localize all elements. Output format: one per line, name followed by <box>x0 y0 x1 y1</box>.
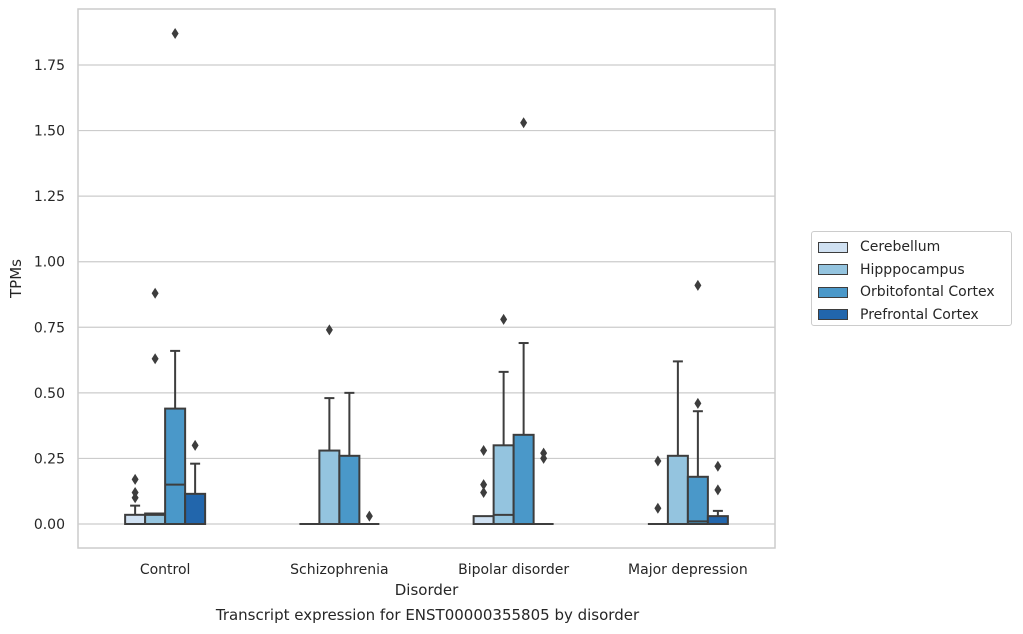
legend-item-prefrontal: Prefrontal Cortex <box>818 304 1011 327</box>
outlier-point <box>151 353 159 365</box>
outlier-point <box>131 473 139 485</box>
x-tick-label: Major depression <box>628 562 748 578</box>
outlier-point <box>325 324 333 336</box>
outlier-point <box>500 313 508 325</box>
outlier-point <box>540 452 548 464</box>
y-tick-label: 0.00 <box>34 517 65 533</box>
legend-swatch <box>818 264 848 276</box>
legend-item-cerebellum: Cerebellum <box>818 236 1011 259</box>
outlier-point <box>714 484 722 496</box>
box-orbitofontal-cortex <box>686 475 709 526</box>
box-prefrontal-cortex <box>706 515 729 525</box>
y-tick-label: 0.75 <box>34 320 65 336</box>
x-tick-label: Bipolar disorder <box>458 562 569 578</box>
legend-label: Cerebellum <box>860 239 941 256</box>
legend-label: Prefrontal Cortex <box>860 306 979 323</box>
outlier-point <box>520 117 528 129</box>
box-hipppocampus <box>318 449 341 525</box>
outlier-point <box>694 279 702 291</box>
box-hipppocampus <box>666 454 689 526</box>
x-tick-label: Control <box>140 562 191 578</box>
y-tick-label: 1.50 <box>34 124 65 140</box>
box-orbitofontal-cortex <box>512 433 535 525</box>
x-axis-label: Disorder <box>395 581 459 599</box>
outlier-point <box>694 397 702 409</box>
legend-swatch <box>818 286 848 298</box>
outlier-point <box>480 487 488 499</box>
y-axis-label: TPMs <box>7 259 25 299</box>
figure-caption: Transcript expression for ENST0000035580… <box>215 606 640 624</box>
box-prefrontal-cortex <box>184 492 207 525</box>
outlier-point <box>654 502 662 514</box>
outlier-point <box>131 492 139 504</box>
outlier-point <box>714 460 722 472</box>
box-orbitofontal-cortex <box>164 407 187 526</box>
legend-swatch <box>818 309 848 321</box>
x-tick-label: Schizophrenia <box>290 562 388 578</box>
y-tick-label: 0.50 <box>34 386 65 402</box>
outlier-point <box>480 479 488 491</box>
outlier-point <box>480 445 488 457</box>
legend: Cerebellum Hipppocampus Orbitofontal Cor… <box>811 231 1012 326</box>
box-orbitofontal-cortex <box>338 454 361 526</box>
box-cerebellum <box>124 513 147 526</box>
legend-label: Hipppocampus <box>860 261 965 278</box>
outlier-point <box>654 455 662 467</box>
y-tick-label: 1.75 <box>34 58 65 74</box>
box-hipppocampus <box>492 444 515 526</box>
legend-item-orbitofrontal: Orbitofontal Cortex <box>818 281 1011 304</box>
legend-swatch <box>818 241 848 253</box>
outlier-point <box>365 510 373 522</box>
outlier-point <box>151 287 159 299</box>
legend-label: Orbitofontal Cortex <box>860 284 995 301</box>
outlier-point <box>171 28 179 40</box>
legend-item-hippocampus: Hipppocampus <box>818 259 1011 282</box>
outlier-point <box>191 439 199 451</box>
box-cerebellum <box>472 515 495 525</box>
y-tick-label: 1.25 <box>34 189 65 205</box>
y-tick-label: 0.25 <box>34 451 65 467</box>
plot-area-frame <box>77 8 776 549</box>
y-tick-label: 1.00 <box>34 255 65 271</box>
